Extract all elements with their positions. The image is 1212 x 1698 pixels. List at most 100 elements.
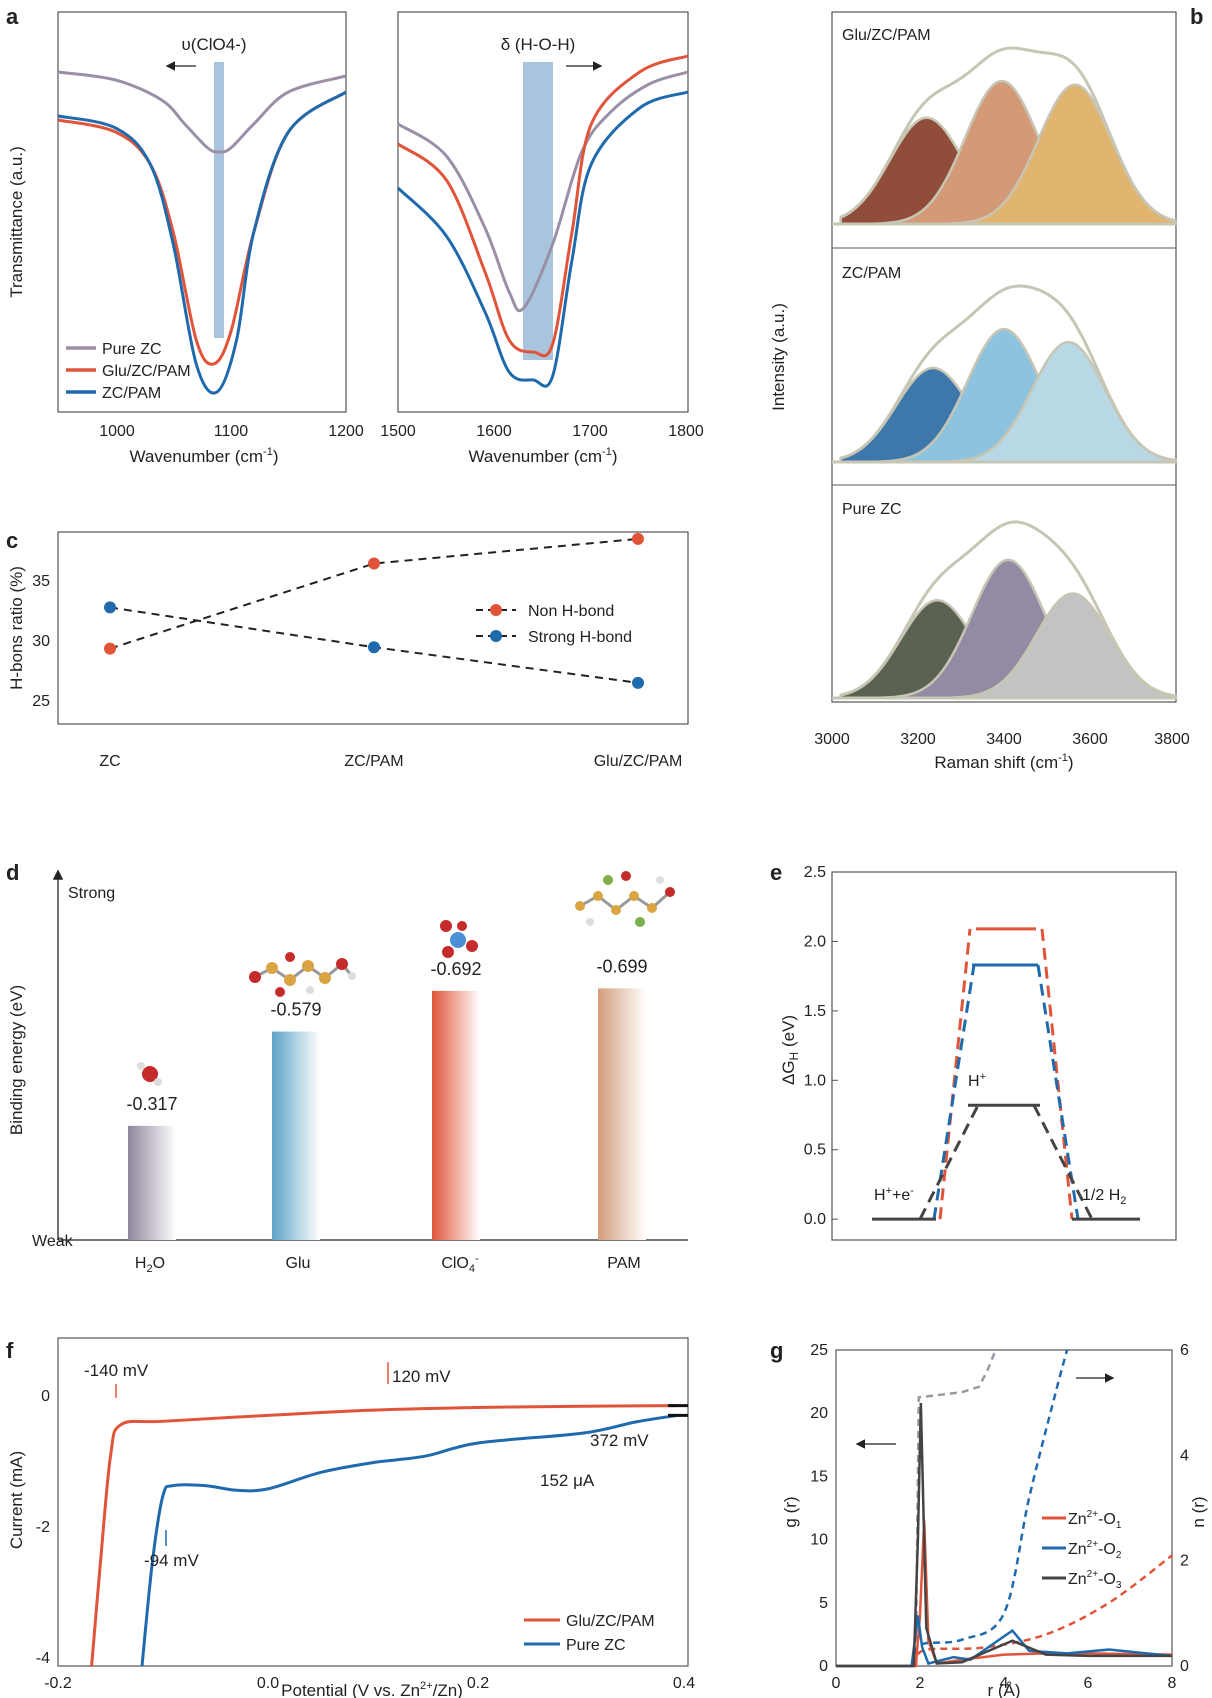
- x-tick-label: 6: [1084, 1675, 1093, 1692]
- e-ylabel: ΔGH (eV): [779, 1015, 801, 1085]
- panel-label-d: d: [6, 860, 19, 885]
- a-left-tick: 1100: [214, 423, 249, 440]
- d-xtick: Glu: [286, 1255, 311, 1272]
- series-line: [109, 537, 639, 650]
- legend-zn-o3: Zn2+-O3: [1068, 1569, 1122, 1591]
- y2-tick-label: 6: [1180, 1342, 1189, 1359]
- n-curve: [914, 1349, 997, 1667]
- raman-envelope: [840, 284, 1177, 462]
- y-tick-label: 25: [810, 1342, 828, 1359]
- panel-label-b: b: [1190, 4, 1203, 29]
- a-left-band: [214, 62, 224, 338]
- c-xtick: ZC/PAM: [344, 753, 403, 770]
- raman-envelope: [839, 46, 1177, 223]
- legend-glu-zc-pam: Glu/ZC/PAM: [566, 1613, 655, 1630]
- f-annotation: 372 mV: [590, 1431, 649, 1450]
- series-line: [397, 70, 689, 313]
- e-plot: 0.0 0.5 1.0 1.5 2.0 2.5: [804, 864, 1140, 1228]
- series-line: [836, 1615, 1173, 1668]
- b-tick: 3200: [900, 731, 936, 748]
- a-legend: Pure ZC Glu/ZC/PAM ZC/PAM: [66, 341, 191, 402]
- y-tick-label: 2.0: [804, 933, 826, 950]
- raman-envelope: [840, 520, 1177, 698]
- y2-tick-label: 2: [1180, 1553, 1189, 1570]
- transition-line: [1032, 1104, 1094, 1220]
- b-sublabel: Pure ZC: [842, 501, 902, 518]
- f-xtick: 0.2: [467, 1675, 489, 1692]
- g-ylabel: g (r): [781, 1496, 800, 1527]
- y-tick-label: 1.0: [804, 1072, 826, 1089]
- f-annotation: 152 μA: [540, 1471, 595, 1490]
- c-ylabel: H-bons ratio (%): [7, 566, 26, 690]
- b-frame: [831, 11, 1177, 703]
- d-xtick-h2o: H2O: [135, 1255, 165, 1275]
- a-right-frame: [397, 11, 689, 413]
- legend-zc-pam: ZC/PAM: [102, 385, 161, 402]
- y-tick-label: 10: [810, 1532, 828, 1549]
- n-curve: [914, 1554, 1173, 1667]
- a-right-plot: [396, 54, 689, 388]
- data-point: [632, 532, 644, 545]
- a-right-tick: 1800: [668, 423, 704, 440]
- a-left-tick: 1000: [99, 423, 135, 440]
- legend-zn-o2: Zn2+-O2: [1068, 1539, 1122, 1561]
- glutamate-molecule-icon: [249, 952, 356, 997]
- d-xtick: PAM: [607, 1255, 640, 1272]
- y-tick-label: 0.5: [804, 1142, 826, 1159]
- c-xtick: ZC: [99, 753, 120, 770]
- bar-value-label: -0.692: [430, 959, 481, 979]
- panel-label-f: f: [6, 1338, 14, 1363]
- d-ylabel: Binding energy (eV): [7, 985, 26, 1135]
- y-tick-label: 2.5: [804, 864, 826, 881]
- y-tick-label: 0: [819, 1658, 828, 1675]
- legend-pure-zc: Pure ZC: [566, 1637, 626, 1654]
- a-right-tick: 1700: [572, 423, 608, 440]
- c-xtick: Glu/ZC/PAM: [594, 753, 683, 770]
- b-ylabel: Intensity (a.u.): [769, 303, 788, 411]
- e-frame: [831, 871, 1177, 1241]
- d-strong-label: Strong: [68, 885, 115, 902]
- data-point: [104, 642, 116, 655]
- f-ytick: 0: [41, 1388, 50, 1405]
- a-left-tick: 1200: [328, 423, 364, 440]
- bar-value-label: -0.699: [596, 956, 647, 976]
- panel-label-g: g: [770, 1338, 783, 1363]
- n-curve: [914, 1349, 1069, 1667]
- legend-non-hbond: Non H-bond: [528, 603, 614, 620]
- b-sublabel: Glu/ZC/PAM: [842, 27, 931, 44]
- transition-line: [938, 928, 972, 1220]
- b-tick: 3400: [986, 731, 1022, 748]
- series-line: [57, 90, 347, 366]
- x-tick-label: 8: [1168, 1675, 1177, 1692]
- bar: [598, 988, 646, 1240]
- bar-value-label: -0.579: [270, 1000, 321, 1020]
- a-left-annotation: υ(ClO4-): [181, 35, 246, 54]
- g-xlabel: r (Å): [987, 1681, 1020, 1698]
- g-plot: 0 5 10 15 20 25 0 2 4 6 0 2 4 6 8: [810, 1342, 1189, 1692]
- panel-label-a: a: [6, 4, 19, 29]
- f-xtick: -0.2: [44, 1675, 72, 1692]
- series-line: [57, 70, 347, 154]
- f-xtick: 0.0: [257, 1675, 279, 1692]
- c-ytick: 25: [32, 693, 50, 710]
- e-label-middle: H+: [968, 1071, 986, 1090]
- a-right-xlabel: Wavenumber (cm-1): [469, 446, 618, 466]
- y-tick-label: 15: [810, 1468, 828, 1485]
- c-legend: Non H-bond Strong H-bond: [476, 603, 632, 646]
- y-tick-label: 1.5: [804, 1003, 826, 1020]
- b-xlabel: Raman shift (cm-1): [934, 752, 1073, 772]
- y-tick-label: 5: [819, 1595, 828, 1612]
- a-left-frame: [57, 11, 347, 413]
- series-line: [57, 90, 347, 395]
- series-line: [90, 1404, 678, 1667]
- panel-label-c: c: [6, 528, 18, 553]
- f-annotation: -94 mV: [144, 1551, 199, 1570]
- b-tick: 3000: [814, 731, 850, 748]
- y2-tick-label: 0: [1180, 1658, 1189, 1675]
- a-left-plot: [57, 70, 347, 395]
- f-annotation: -140 mV: [84, 1361, 149, 1380]
- y-tick-label: 0.0: [804, 1211, 826, 1228]
- y-tick-label: 20: [810, 1405, 828, 1422]
- transition-line: [918, 1104, 980, 1220]
